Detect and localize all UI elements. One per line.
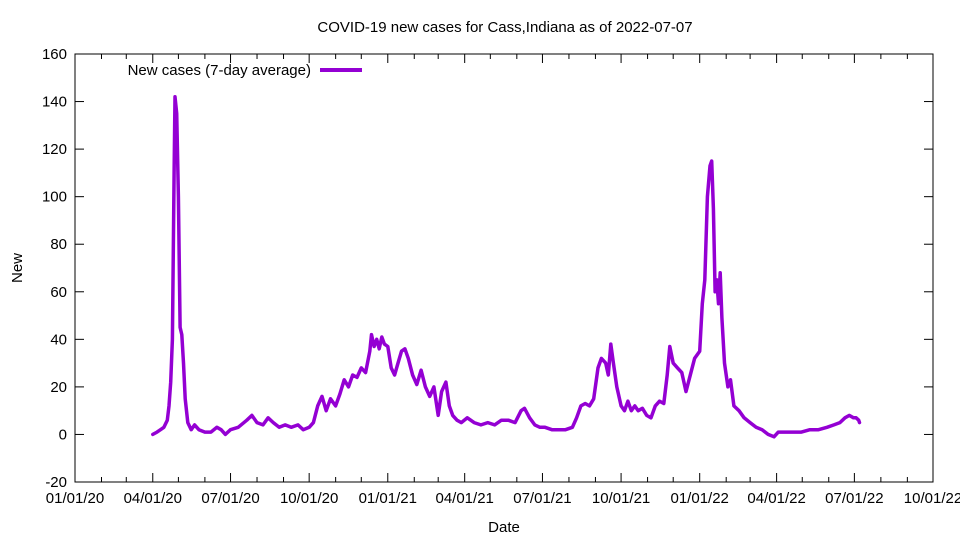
x-tick-label: 01/01/22 bbox=[671, 490, 729, 507]
x-axis: 01/01/20 04/01/20 07/01/20 10/01/20 01/01/21… bbox=[46, 54, 960, 507]
x-tick-label: 07/01/22 bbox=[825, 490, 883, 507]
y-axis-label: New bbox=[9, 253, 26, 283]
x-axis-label: Date bbox=[488, 519, 520, 536]
y-tick-label: 140 bbox=[42, 94, 67, 111]
x-tick-label: 04/01/22 bbox=[747, 490, 805, 507]
y-tick-label: 60 bbox=[50, 284, 67, 301]
y-tick-label: 0 bbox=[59, 426, 67, 443]
y-tick-label: 80 bbox=[50, 236, 67, 253]
y-tick-label: 120 bbox=[42, 141, 67, 158]
y-tick-label: -20 bbox=[45, 474, 67, 491]
y-tick-label: 40 bbox=[50, 331, 67, 348]
x-tick-label: 01/01/20 bbox=[46, 490, 104, 507]
x-tick-label: 07/01/20 bbox=[201, 490, 259, 507]
y-tick-label: 160 bbox=[42, 46, 67, 63]
legend-label: New cases (7-day average) bbox=[128, 62, 311, 79]
x-tick-label: 07/01/21 bbox=[513, 490, 571, 507]
y-tick-label: 100 bbox=[42, 189, 67, 206]
x-tick-label: 04/01/21 bbox=[435, 490, 493, 507]
x-tick-label: 10/01/21 bbox=[592, 490, 650, 507]
y-tick-label: 20 bbox=[50, 379, 67, 396]
x-tick-label: 10/01/22 bbox=[904, 490, 960, 507]
legend: New cases (7-day average) bbox=[128, 62, 362, 79]
chart-title: COVID-19 new cases for Cass,Indiana as o… bbox=[317, 19, 692, 36]
y-axis: -20 0 20 40 60 80 100 120 140 160 bbox=[42, 46, 933, 491]
x-tick-label: 10/01/20 bbox=[280, 490, 338, 507]
series-line-new-cases bbox=[151, 95, 862, 439]
x-tick-label: 01/01/21 bbox=[359, 490, 417, 507]
x-tick-label: 04/01/20 bbox=[124, 490, 182, 507]
plot-area-frame bbox=[74, 53, 934, 483]
